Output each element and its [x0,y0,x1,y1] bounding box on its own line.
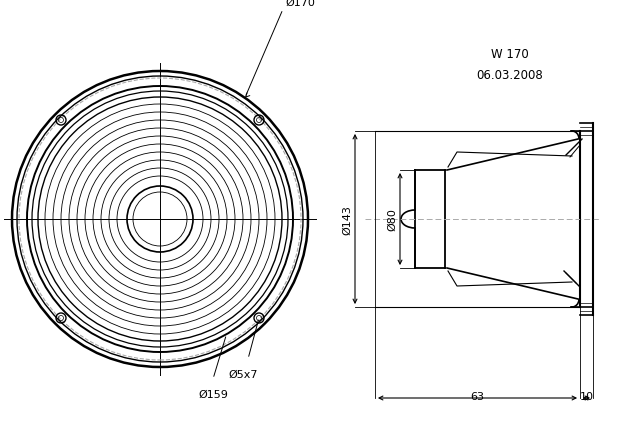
Text: Ø170: Ø170 [285,0,315,8]
Text: 10: 10 [580,391,594,401]
Text: Ø159: Ø159 [198,389,228,399]
Text: Ø5x7: Ø5x7 [228,369,258,379]
Text: Ø143: Ø143 [342,204,352,234]
Text: Ø80: Ø80 [387,208,397,231]
Text: 63: 63 [471,391,484,401]
Text: W 170
06.03.2008: W 170 06.03.2008 [477,48,544,82]
